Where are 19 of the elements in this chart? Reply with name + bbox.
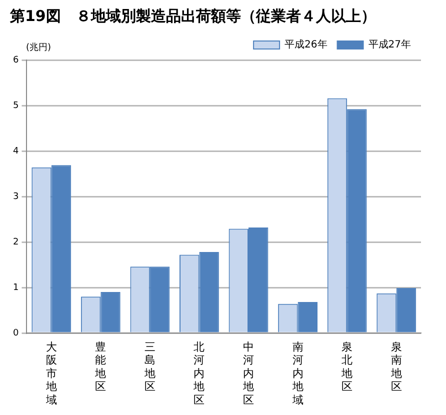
legend-label: 平成27年: [368, 38, 412, 51]
x-tick-label: 中河内地区: [242, 340, 254, 406]
x-tick-label: 南河内地域: [291, 340, 304, 406]
chart-title: 第19図 ８地域別製造品出荷額等（従業者４人以上）: [9, 6, 376, 25]
y-tick-label: 1: [12, 282, 19, 293]
legend-label: 平成26年: [284, 38, 328, 51]
x-tick-label: 三島地区: [143, 340, 156, 394]
x-tick-label: 大阪市地域: [44, 340, 57, 406]
y-tick-label: 3: [12, 192, 19, 202]
x-tick-label: 泉南地区: [390, 340, 402, 394]
y-tick-label: 5: [12, 100, 19, 111]
y-tick-label: 0: [12, 328, 19, 338]
y-tick-label: 4: [12, 146, 19, 156]
y-axis-title: (兆円): [26, 42, 52, 53]
y-tick-label: 6: [12, 55, 19, 66]
x-tick-label: 泉北地区: [340, 340, 353, 394]
x-tick-label: 北河内地区: [192, 340, 205, 406]
y-tick-label: 2: [12, 237, 19, 248]
x-tick-label: 豊能地区: [94, 340, 106, 394]
